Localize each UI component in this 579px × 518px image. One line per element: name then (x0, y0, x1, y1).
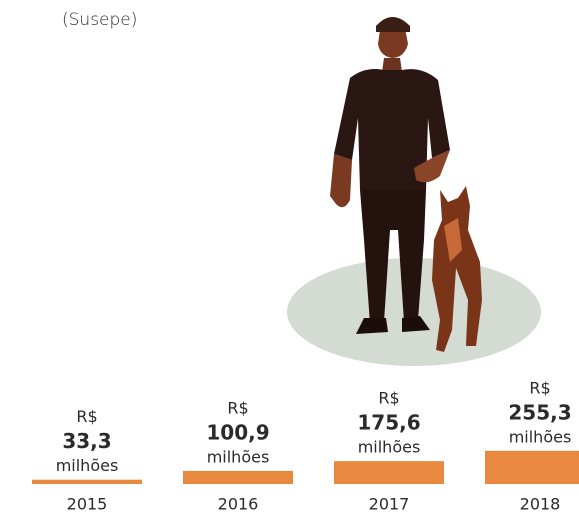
value-prefix: R$ (378, 389, 399, 408)
x-tick-label: 2018 (520, 495, 561, 514)
bar (183, 470, 293, 484)
value-label: 255,3 (508, 400, 571, 424)
value-label: 100,9 (206, 420, 269, 444)
bar (32, 479, 142, 484)
x-tick-label: 2017 (369, 495, 410, 514)
bar (485, 450, 579, 484)
value-label: 175,6 (357, 411, 420, 435)
value-suffix: milhões (56, 456, 119, 475)
subtitle: (Susepe) (62, 10, 137, 30)
value-label: 33,3 (62, 429, 111, 453)
value-suffix: milhões (207, 447, 270, 466)
value-prefix: R$ (76, 407, 97, 426)
value-suffix: milhões (509, 427, 572, 446)
x-tick-label: 2016 (218, 495, 259, 514)
value-prefix: R$ (227, 398, 248, 417)
bar (334, 461, 444, 484)
value-suffix: milhões (358, 438, 421, 457)
illustration (287, 17, 541, 366)
x-tick-label: 2015 (67, 495, 108, 514)
value-prefix: R$ (529, 378, 550, 397)
